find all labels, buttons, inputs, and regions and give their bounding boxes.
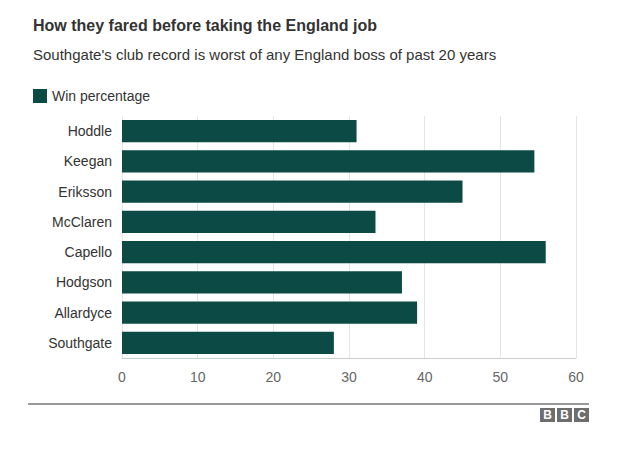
svg-text:B: B — [543, 408, 552, 422]
svg-text:McClaren: McClaren — [52, 214, 112, 230]
svg-text:10: 10 — [190, 369, 206, 385]
svg-text:Allardyce: Allardyce — [54, 305, 112, 321]
svg-text:Keegan: Keegan — [64, 153, 112, 169]
svg-text:0: 0 — [118, 369, 126, 385]
svg-text:40: 40 — [417, 369, 433, 385]
svg-text:B: B — [560, 408, 569, 422]
svg-text:30: 30 — [341, 369, 357, 385]
svg-text:How they fared before taking t: How they fared before taking the England… — [33, 17, 377, 34]
svg-text:Southgate: Southgate — [48, 335, 112, 351]
svg-text:Southgate's club record is wor: Southgate's club record is worst of any … — [33, 46, 496, 63]
svg-text:60: 60 — [568, 369, 584, 385]
svg-text:C: C — [577, 408, 586, 422]
svg-text:50: 50 — [493, 369, 509, 385]
svg-text:20: 20 — [266, 369, 282, 385]
svg-text:Hodgson: Hodgson — [56, 274, 112, 290]
svg-text:Capello: Capello — [65, 244, 113, 260]
svg-text:Hoddle: Hoddle — [68, 123, 113, 139]
svg-text:Eriksson: Eriksson — [58, 184, 112, 200]
svg-text:Win percentage: Win percentage — [52, 88, 150, 104]
